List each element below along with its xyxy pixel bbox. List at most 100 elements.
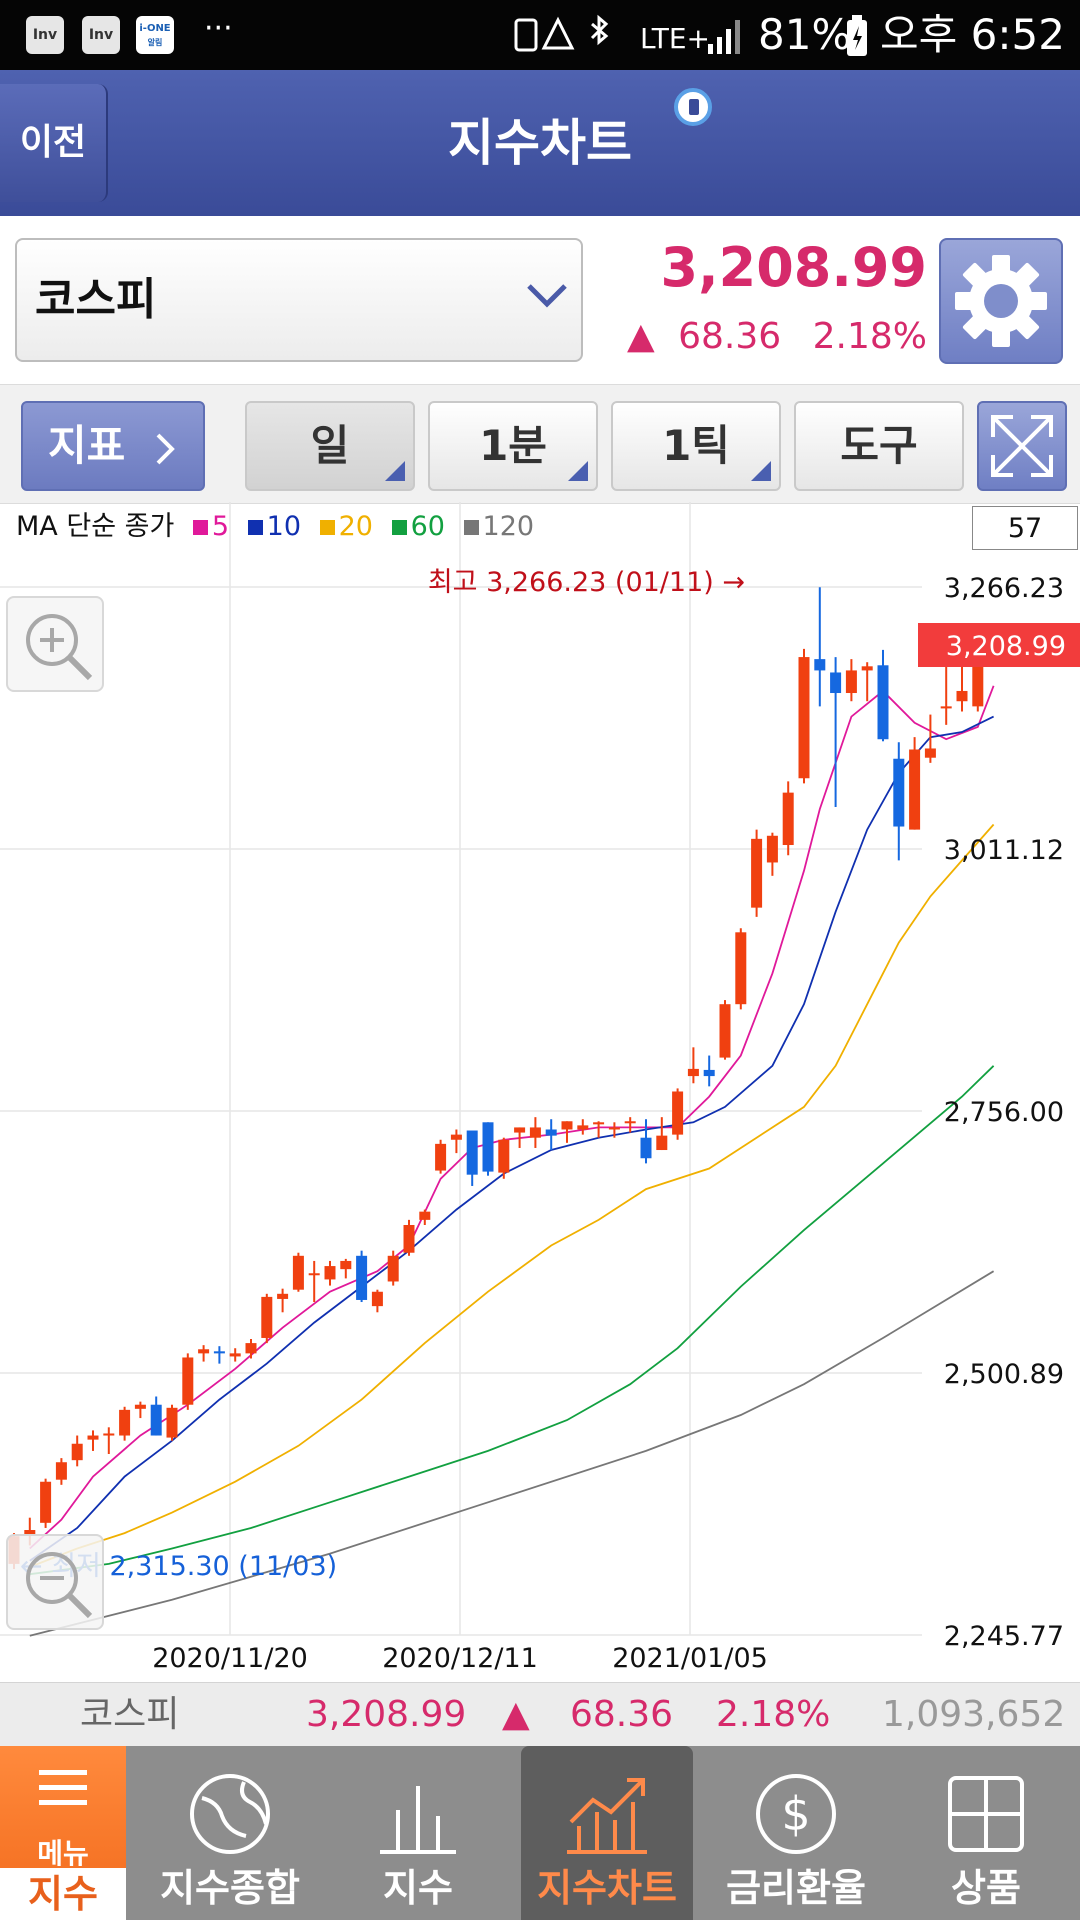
nav-label: 지수종합 bbox=[160, 1866, 300, 1910]
hamburger-icon bbox=[39, 1770, 87, 1805]
candle bbox=[798, 648, 810, 784]
settings-button[interactable] bbox=[939, 238, 1063, 364]
more-notifications-icon: ··· bbox=[204, 11, 233, 46]
ma-line-120 bbox=[29, 1270, 995, 1637]
signal-icon bbox=[708, 20, 740, 54]
candle bbox=[150, 1396, 162, 1436]
candle bbox=[261, 1293, 273, 1344]
ma-legend-title: MA 단순 종가 bbox=[16, 511, 175, 542]
candle bbox=[814, 587, 826, 707]
change-percent: 2.18% bbox=[812, 316, 927, 357]
candle bbox=[482, 1122, 494, 1176]
period-day-label: 일 bbox=[310, 421, 350, 470]
candle bbox=[877, 649, 889, 742]
ma120-label: 120 bbox=[482, 511, 535, 542]
app-header: 지수차트 이전 bbox=[0, 70, 1080, 216]
indicator-button[interactable]: 지표 bbox=[21, 401, 205, 491]
y-tick-label: 3,011.12 bbox=[944, 835, 1064, 866]
status-bar: Inv Inv i-ONE 알림 ··· LTE+ 81% 오후 6:52 bbox=[0, 0, 1080, 70]
summary-bar: 코스피 3,208.99 ▲ 68.36 2.18% 1,093,652 bbox=[0, 1682, 1080, 1748]
candle bbox=[593, 1121, 605, 1138]
dropdown-corner-icon bbox=[751, 461, 771, 481]
trend-chart-icon bbox=[567, 1778, 647, 1854]
candle bbox=[924, 714, 936, 763]
zoom-out-button[interactable] bbox=[6, 1534, 104, 1630]
ma-legend: MA 단순 종가 5 10 20 60 120 bbox=[16, 504, 534, 543]
candle bbox=[277, 1288, 289, 1313]
candle bbox=[893, 742, 905, 861]
chevron-down-icon bbox=[527, 284, 567, 308]
chevron-right-icon bbox=[156, 433, 175, 464]
candle bbox=[198, 1345, 210, 1362]
candle bbox=[387, 1250, 399, 1286]
candle bbox=[845, 659, 857, 702]
candle bbox=[371, 1289, 383, 1313]
period-tick-button[interactable]: 1틱 bbox=[611, 401, 781, 491]
candle bbox=[450, 1129, 462, 1154]
candle bbox=[71, 1435, 83, 1467]
period-tick-label: 1틱 bbox=[662, 421, 730, 470]
candle bbox=[292, 1252, 304, 1292]
page-title: 지수차트 bbox=[448, 114, 632, 172]
ma10-swatch bbox=[247, 520, 263, 535]
ma-line-60 bbox=[29, 1065, 995, 1576]
nav-products[interactable]: 상품 bbox=[904, 1746, 1068, 1920]
period-minute-button[interactable]: 1분 bbox=[428, 401, 598, 491]
bar-chart-icon bbox=[380, 1786, 456, 1854]
candle bbox=[419, 1209, 431, 1225]
price-change: ▲ 68.36 2.18% bbox=[600, 316, 927, 357]
candle-count-input[interactable]: 57 bbox=[972, 506, 1078, 550]
nav-label: 지수 bbox=[383, 1866, 453, 1910]
ma5-swatch bbox=[192, 520, 208, 535]
candle bbox=[751, 829, 763, 917]
candle bbox=[134, 1401, 146, 1419]
change-value: 68.36 bbox=[678, 316, 782, 357]
candle bbox=[466, 1130, 478, 1186]
battery-percent: 81% bbox=[758, 10, 852, 59]
zoom-in-button[interactable] bbox=[6, 596, 104, 692]
current-price-tag-label: 3,208.99 bbox=[946, 631, 1066, 662]
tools-button[interactable]: 도구 bbox=[794, 401, 964, 491]
menu-button[interactable]: 메뉴 지수 bbox=[0, 1746, 126, 1920]
ma120-swatch bbox=[463, 520, 479, 535]
candle bbox=[55, 1458, 67, 1485]
clock: 오후 6:52 bbox=[880, 10, 1065, 59]
ione-notification-icon: i-ONE 알림 bbox=[136, 16, 174, 54]
network-indicator: LTE+ bbox=[640, 22, 710, 55]
globe-icon bbox=[190, 1774, 270, 1854]
summary-change: 68.36 bbox=[570, 1694, 674, 1735]
gear-icon bbox=[955, 255, 1047, 347]
candle bbox=[608, 1122, 620, 1138]
candle bbox=[624, 1117, 636, 1133]
candle bbox=[545, 1119, 557, 1151]
expand-icon bbox=[991, 415, 1053, 477]
candle bbox=[403, 1219, 415, 1256]
nav-index-chart[interactable]: 지수차트 bbox=[521, 1746, 693, 1920]
candle bbox=[119, 1406, 131, 1441]
period-day-button[interactable]: 일 bbox=[245, 401, 415, 491]
summary-price: 3,208.99 bbox=[306, 1694, 467, 1735]
refresh-badge-icon[interactable] bbox=[674, 88, 712, 126]
candle bbox=[719, 1000, 731, 1060]
fullscreen-button[interactable] bbox=[977, 401, 1067, 491]
ma10-label: 10 bbox=[266, 511, 302, 542]
candle bbox=[245, 1338, 257, 1359]
y-tick-label: 2,245.77 bbox=[944, 1621, 1064, 1652]
index-dropdown[interactable]: 코스피 bbox=[15, 238, 583, 362]
x-tick-label: 2021/01/05 bbox=[612, 1643, 768, 1674]
nav-rates-fx[interactable]: $ 금리환율 bbox=[714, 1746, 878, 1920]
indicator-label: 지표 bbox=[48, 421, 126, 470]
up-arrow-icon: ▲ bbox=[626, 316, 655, 357]
nav-index-overview[interactable]: 지수종합 bbox=[148, 1746, 312, 1920]
current-section-label: 지수 bbox=[0, 1868, 126, 1920]
candle bbox=[498, 1137, 510, 1179]
index-chart[interactable]: 3,266.23 3,011.12 2,756.00 2,500.89 2,245.77… bbox=[0, 502, 1080, 1682]
nav-label: 금리환율 bbox=[726, 1866, 866, 1910]
ma-line-10 bbox=[29, 715, 994, 1562]
candle bbox=[340, 1258, 352, 1279]
candle bbox=[782, 781, 794, 856]
nav-index[interactable]: 지수 bbox=[336, 1746, 500, 1920]
back-button[interactable]: 이전 bbox=[0, 84, 108, 202]
chart-toolbar: 지표 일 1분 1틱 도구 bbox=[0, 384, 1080, 504]
x-tick-label: 2020/12/11 bbox=[382, 1643, 538, 1674]
